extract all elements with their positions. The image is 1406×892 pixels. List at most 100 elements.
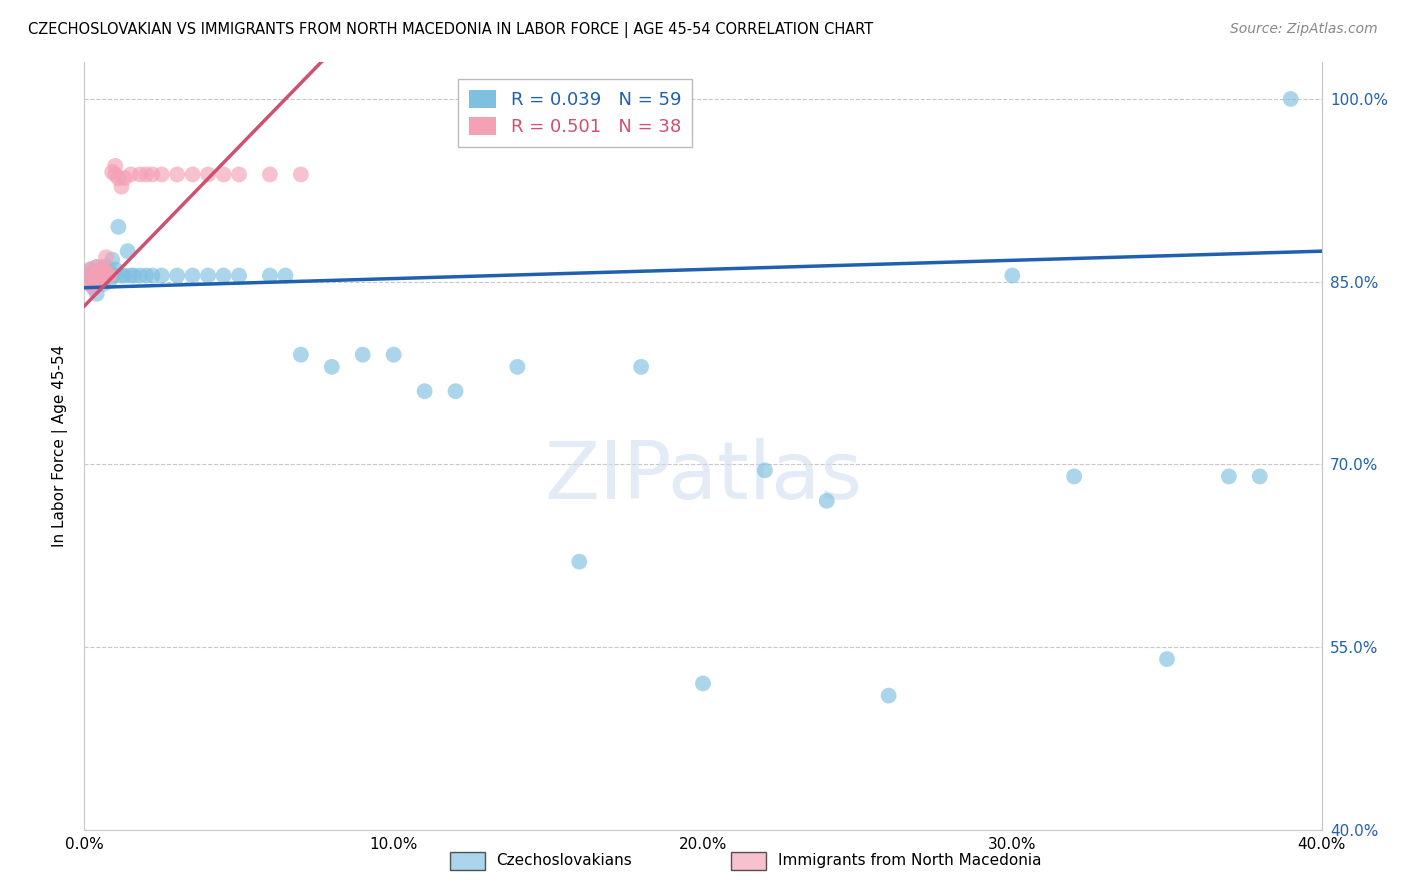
Point [1001,268,1024,283]
Point [815,493,838,508]
Point [86,260,108,274]
Point [259,168,281,182]
Point [107,171,129,186]
Point [89,268,111,283]
Point [79,277,101,291]
Point [1279,92,1302,106]
Point [98,265,121,279]
Point [86,260,108,274]
Text: Immigrants from North Macedonia: Immigrants from North Macedonia [778,854,1040,868]
Point [506,359,529,374]
Point [98,268,121,283]
Point [129,168,152,182]
Point [120,168,142,182]
Point [117,244,139,259]
Point [135,168,157,182]
Point [79,277,101,291]
Point [89,275,111,289]
Point [89,275,111,289]
Point [104,159,127,173]
Point [877,689,900,703]
Point [76,268,98,283]
Point [754,463,776,477]
Text: Source: ZipAtlas.com: Source: ZipAtlas.com [1230,22,1378,37]
Text: ZIPatlas: ZIPatlas [544,438,862,516]
Point [1063,469,1085,483]
Point [94,250,117,264]
Point [94,268,117,283]
Point [352,348,374,362]
Point [129,268,152,283]
Point [444,384,467,399]
Point [259,268,281,283]
Point [86,265,108,279]
Point [110,268,132,283]
Point [228,168,250,182]
Text: CZECHOSLOVAKIAN VS IMMIGRANTS FROM NORTH MACEDONIA IN LABOR FORCE | AGE 45-54 CO: CZECHOSLOVAKIAN VS IMMIGRANTS FROM NORTH… [28,22,873,38]
Point [104,268,127,283]
Point [83,281,105,295]
Point [101,268,124,283]
Point [212,268,235,283]
Point [91,262,114,277]
Point [197,268,219,283]
Point [1218,469,1240,483]
Point [86,286,108,301]
Point [197,168,219,182]
Point [94,268,117,283]
Point [94,268,117,283]
Point [166,268,188,283]
Point [181,268,204,283]
Point [83,281,105,295]
Point [76,268,98,283]
Point [122,268,145,283]
Point [181,168,204,182]
Point [321,359,343,374]
Point [150,268,173,283]
Point [91,268,114,283]
Point [290,348,312,362]
Point [83,272,105,286]
Point [86,268,108,283]
Point [212,168,235,182]
Point [274,268,297,283]
Point [110,179,132,194]
Point [150,168,173,182]
Point [114,171,136,186]
Point [382,348,405,362]
Point [1249,469,1271,483]
Legend: R = 0.039   N = 59, R = 0.501   N = 38: R = 0.039 N = 59, R = 0.501 N = 38 [458,79,692,146]
Point [114,268,136,283]
Point [104,168,127,182]
Point [94,268,117,283]
Point [692,676,714,690]
Point [141,268,163,283]
Point [141,168,163,182]
Point [135,268,157,283]
Point [89,265,111,279]
Point [79,262,101,277]
Point [101,252,124,267]
Point [104,262,127,277]
Point [94,260,117,274]
Point [79,262,101,277]
Point [166,168,188,182]
Point [91,260,114,274]
Point [91,265,114,279]
Point [101,165,124,179]
Point [98,268,121,283]
Point [290,168,312,182]
Point [413,384,436,399]
Point [91,277,114,291]
Point [83,268,105,283]
Text: Czechoslovakians: Czechoslovakians [496,854,633,868]
Y-axis label: In Labor Force | Age 45-54: In Labor Force | Age 45-54 [52,345,69,547]
Point [83,277,105,291]
Point [1156,652,1178,666]
Point [568,555,591,569]
Point [228,268,250,283]
Point [94,265,117,279]
Point [98,275,121,289]
Point [120,268,142,283]
Point [630,359,652,374]
